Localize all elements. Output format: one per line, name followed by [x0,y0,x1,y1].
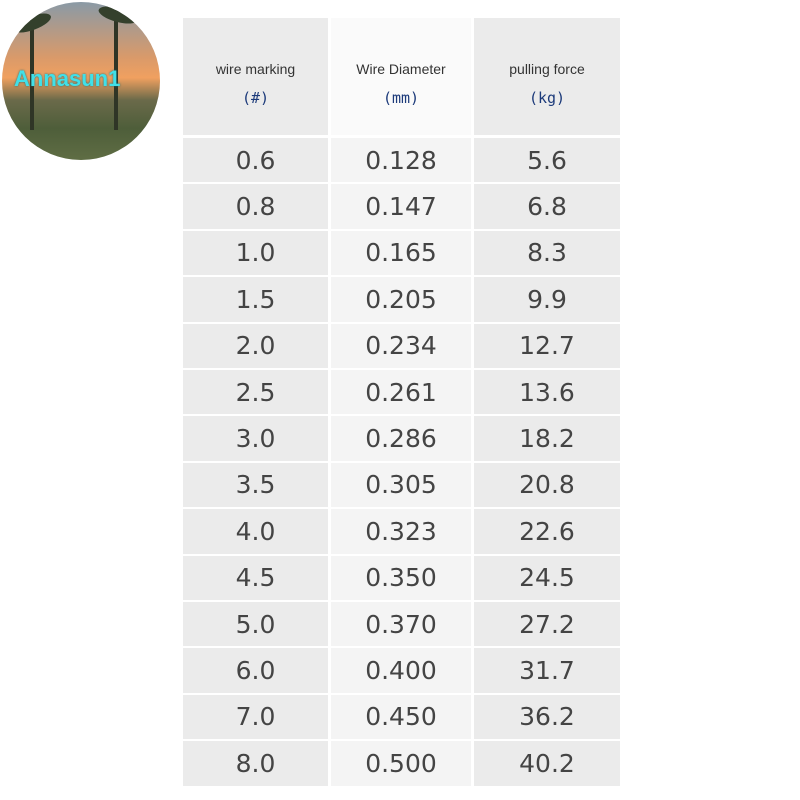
table-cell: 3.0 [183,416,328,461]
table-cell: 22.6 [474,509,620,554]
header-cell: Wire Diameter (mm) [331,18,471,135]
table-cell: 3.5 [183,462,328,508]
table-cell: 40.2 [474,741,620,786]
leaf [96,3,140,27]
table-cell: 0.234 [331,323,471,368]
table-cell: 4.5 [183,555,328,600]
palm [114,10,118,130]
column-label: pulling force [509,61,585,77]
header-content: pulling force (kg) [474,61,620,107]
table-cell: 27.2 [474,602,620,647]
table-cell: 0.165 [331,230,471,276]
logo-text: Annasun1 [14,66,121,91]
header-content: Wire Diameter (mm) [331,61,471,107]
column-unit: (kg) [528,89,566,107]
shop-logo: Annasun1 [2,2,160,160]
column-label: wire marking [215,61,296,77]
table-cell: 0.205 [331,277,471,322]
table-cell: 24.5 [474,555,620,600]
table-cell: 0.450 [331,694,471,740]
table-cell: 8.0 [183,741,328,786]
column-unit: (mm) [382,89,420,107]
table-cell: 0.6 [183,138,328,183]
table-cell: 0.286 [331,416,471,461]
header-cell: wire marking (#) [183,18,328,135]
table-cell: 1.0 [183,230,328,276]
column-label: Wire Diameter [356,61,446,77]
palm [30,20,34,130]
table-cell: 6.8 [474,184,620,229]
table-cell: 0.305 [331,462,471,508]
table-cell: 6.0 [183,648,328,693]
header-content: wire marking (#) [183,61,328,107]
table-cell: 18.2 [474,416,620,461]
table-cell: 13.6 [474,370,620,415]
table-cell: 0.128 [331,138,471,183]
table-cell: 31.7 [474,648,620,693]
table-cell: 36.2 [474,694,620,740]
table-cell: 12.7 [474,323,620,368]
table-cell: 20.8 [474,462,620,508]
table-cell: 5.6 [474,138,620,183]
table-cell: 2.5 [183,370,328,415]
table-cell: 0.400 [331,648,471,693]
table-cell: 2.0 [183,323,328,368]
table-cell: 0.500 [331,741,471,786]
header-cell: pulling force (kg) [474,18,620,135]
table-cell: 8.3 [474,230,620,276]
table-cell: 9.9 [474,277,620,322]
table-cell: 0.323 [331,509,471,554]
table-cell: 0.350 [331,555,471,600]
table-cell: 0.370 [331,602,471,647]
table-cell: 7.0 [183,694,328,740]
table-cell: 0.8 [183,184,328,229]
table-cell: 5.0 [183,602,328,647]
table-cell: 0.261 [331,370,471,415]
table-cell: 4.0 [183,509,328,554]
column-unit: (#) [241,89,270,107]
table-cell: 1.5 [183,277,328,322]
table-cell: 0.147 [331,184,471,229]
